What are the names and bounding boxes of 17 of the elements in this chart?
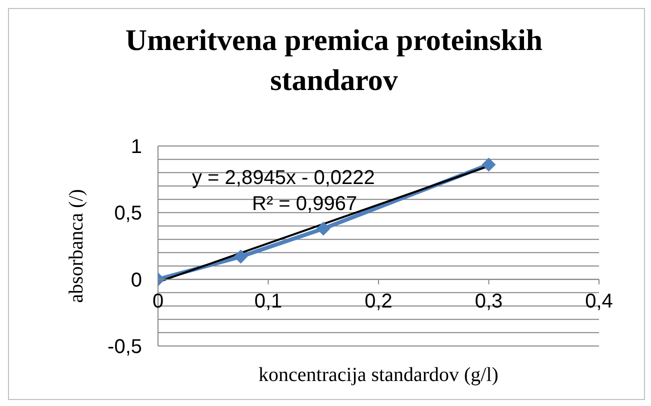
y-tick-label: -0,5 <box>108 336 142 358</box>
x-tick-label: 0 <box>152 290 164 312</box>
chart-title: Umeritvena premica proteinskih standarov <box>124 23 544 99</box>
x-tick-label: 0,3 <box>474 290 503 312</box>
x-tick-label: 0,4 <box>585 290 613 312</box>
x-tick-label: 0,2 <box>364 290 392 312</box>
y-tick-label: 0,5 <box>114 202 142 225</box>
point <box>482 158 496 172</box>
x-axis-title: koncentracija standardov (g/l) <box>258 364 500 387</box>
point <box>234 250 248 264</box>
y-tick-label: 0 <box>130 269 142 292</box>
x-tick-label: 0,1 <box>254 290 282 312</box>
y-tick-label: 1 <box>130 136 142 158</box>
annotation: y = 2,8945x - 0,0222 <box>192 167 375 190</box>
annotation: R² = 0,9967 <box>252 193 358 216</box>
point <box>316 222 330 236</box>
y-axis-title: absorbanca (/) <box>66 189 88 303</box>
